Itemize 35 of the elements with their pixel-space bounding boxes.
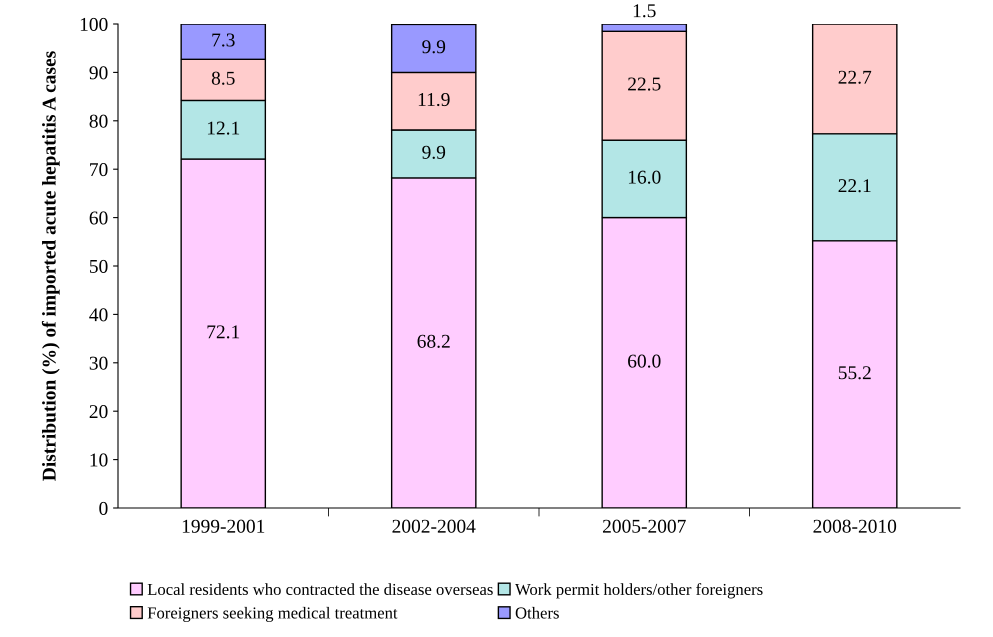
- data-label: 1.5: [634, 4, 656, 18]
- legend-label: Work permit holders/other foreigners: [515, 583, 763, 598]
- y-tick-label: 40: [89, 308, 108, 322]
- x-tick-label: 1999-2001: [182, 520, 264, 533]
- y-tick-label: 70: [90, 163, 108, 176]
- legend-label: Local residents who contracted the disease overseas: [148, 583, 493, 596]
- data-label: 16.0: [628, 170, 661, 184]
- y-tick-label: 0: [99, 502, 108, 515]
- data-label: 9.9: [422, 146, 446, 159]
- y-tick-label: 90: [89, 66, 108, 80]
- data-label: 12.1: [208, 122, 240, 135]
- data-label: 22.5: [628, 78, 661, 91]
- data-label: 55.2: [838, 366, 871, 380]
- y-tick-label: 80: [90, 114, 108, 128]
- data-label: 72.1: [208, 325, 240, 338]
- data-label: 60.0: [628, 354, 661, 368]
- data-label: 22.1: [838, 179, 871, 192]
- legend-label: Others: [516, 606, 559, 619]
- y-tick-label: 20: [90, 405, 108, 418]
- x-tick-label: 2008-2010: [813, 520, 896, 533]
- x-tick-label: 2002-2004: [392, 520, 476, 533]
- y-tick-label: 60: [90, 211, 108, 225]
- data-label: 8.5: [212, 72, 235, 85]
- data-label: 22.7: [838, 70, 872, 84]
- data-label: 7.3: [212, 33, 235, 47]
- legend-label: Foreigners seeking medical treatment: [148, 606, 398, 622]
- y-tick-label: 30: [90, 356, 108, 370]
- y-tick-label: 50: [90, 260, 108, 273]
- data-label: 9.9: [422, 40, 446, 54]
- x-tick-label: 2005-2007: [602, 520, 686, 533]
- y-tick-label: 10: [90, 453, 108, 467]
- data-label: 68.2: [418, 334, 450, 348]
- y-tick-label: 100: [80, 18, 108, 31]
- data-label: 11.9: [418, 93, 450, 106]
- y-axis-title: Distribution (%) of imported acute hepatitis A cases: [42, 51, 60, 481]
